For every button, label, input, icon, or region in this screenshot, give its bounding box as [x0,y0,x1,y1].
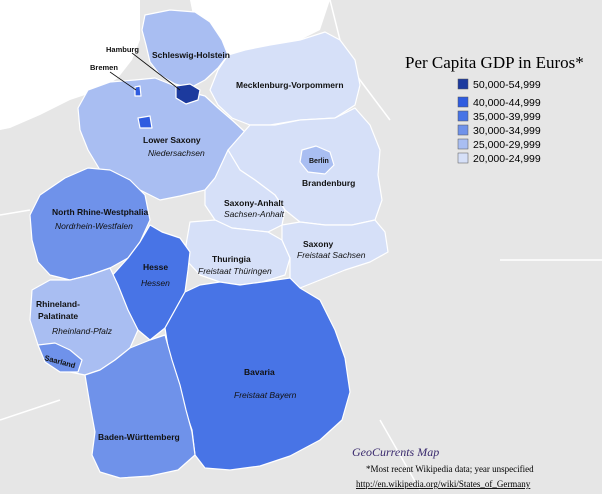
state-saarland[interactable] [37,342,83,373]
legend-swatch-5 [457,152,469,164]
label-rhineland-line2: Palatinate [38,311,78,321]
label-hesse-local: Hessen [141,278,170,288]
legend-label-0: 50,000-54,999 [473,79,541,91]
label-rhineland-palatinate-local: Rheinland-Pfalz [52,326,113,336]
label-saxony-anhalt-local: Sachsen-Anhalt [224,209,285,219]
legend: Per Capita GDP in Euros* 50,000-54,999 4… [405,53,584,165]
legend-swatch-3 [457,124,469,136]
legend-swatch-2 [457,110,469,122]
label-lower-saxony-local: Niedersachsen [148,148,205,158]
state-baden-wuerttemberg[interactable] [84,334,196,479]
legend-swatch-1 [457,96,469,108]
label-brandenburg: Brandenburg [302,178,355,188]
label-hamburg: Hamburg [106,45,139,54]
label-hesse: Hesse [143,262,168,272]
legend-label-3: 30,000-34,999 [473,125,541,137]
state-mecklenburg-vorpommern[interactable] [209,31,361,126]
label-north-rhine-westphalia-local: Nordrhein-Westfalen [55,221,133,231]
legend-label-4: 25,000-29,999 [473,139,541,151]
label-schleswig-holstein: Schleswig-Holstein [152,50,230,60]
label-rhineland-line1: Rhineland- [36,299,80,309]
state-thuringia[interactable] [185,219,291,286]
legend-label-1: 40,000-44,999 [473,97,541,109]
legend-swatch-4 [457,138,469,150]
label-berlin: Berlin [309,158,329,165]
brand-label: GeoCurrents Map [352,445,439,459]
state-schleswig-holstein[interactable] [141,9,229,89]
bremen-leader [109,71,137,91]
label-bavaria: Bavaria [244,367,275,377]
north-sea [0,0,140,130]
label-mecklenburg-vorpommern: Mecklenburg-Vorpommern [236,80,344,90]
state-saxony[interactable] [281,219,389,289]
legend-title: Per Capita GDP in Euros* [405,53,584,72]
footnote: *Most recent Wikipedia data; year unspec… [366,464,534,474]
label-baden-wuerttemberg: Baden-Württemberg [98,432,180,442]
label-thuringia: Thuringia [212,254,251,264]
state-hamburg[interactable] [175,83,201,105]
state-bremen[interactable] [134,85,142,97]
state-bremerhaven[interactable] [137,115,153,129]
source-link[interactable]: http://en.wikipedia.org/wiki/States_of_G… [356,479,531,489]
label-saxony-local: Freistaat Sachsen [297,250,366,260]
label-bremen: Bremen [90,63,118,72]
label-north-rhine-westphalia: North Rhine-Westphalia [52,207,148,217]
label-bavaria-local: Freistaat Bayern [234,390,297,400]
label-lower-saxony: Lower Saxony [143,135,201,145]
label-thuringia-local: Freistaat Thüringen [198,266,272,276]
state-berlin[interactable] [299,145,335,175]
label-saxony-anhalt: Saxony-Anhalt [224,198,284,208]
legend-label-2: 35,000-39,999 [473,111,541,123]
baltic-sea [190,0,330,58]
label-saxony: Saxony [303,239,334,249]
hamburg-leader [131,52,181,91]
legend-label-5: 20,000-24,999 [473,153,541,165]
legend-swatch-0 [457,78,469,90]
